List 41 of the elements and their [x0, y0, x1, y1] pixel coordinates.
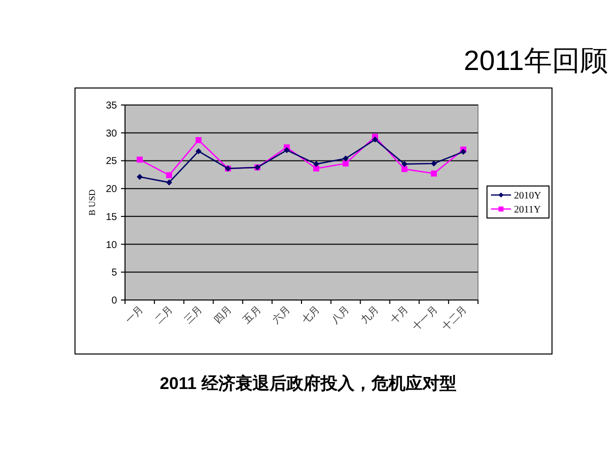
point — [196, 137, 202, 144]
point — [401, 166, 408, 172]
y-tick-label: 35 — [106, 100, 118, 112]
point — [196, 148, 202, 154]
x-tick-label: 四月 — [212, 304, 234, 326]
y-axis-title: B USD — [87, 188, 97, 216]
point — [284, 147, 290, 154]
legend-label: 2011Y — [514, 204, 541, 216]
x-tick-label: 五月 — [242, 304, 264, 326]
point — [342, 160, 349, 166]
x-tick-label: 十二月 — [440, 304, 470, 334]
legend-label: 2010Y — [514, 190, 542, 202]
point — [430, 160, 437, 166]
x-tick-label: 十月 — [388, 304, 411, 326]
x-tick-label: 十一月 — [410, 304, 440, 334]
x-tick-label: 一月 — [124, 304, 146, 326]
point — [401, 161, 408, 168]
y-tick-label: 30 — [106, 128, 118, 140]
point — [372, 136, 378, 143]
text: 2011 经济衰退后政府投入，危机应对型 — [160, 374, 456, 393]
point — [430, 170, 437, 177]
x-tick-label: 六月 — [270, 304, 293, 326]
y-tick-label: 15 — [106, 212, 118, 223]
y-tick-label: 10 — [106, 240, 118, 251]
point — [136, 156, 143, 163]
x-tick-label: 七月 — [300, 304, 322, 326]
y-tick-label: 0 — [111, 296, 118, 306]
x-tick-label: 三月 — [182, 304, 205, 326]
point — [342, 155, 349, 162]
y-tick-label: 20 — [106, 184, 118, 196]
x-tick-label: 九月 — [358, 304, 382, 326]
point — [313, 166, 320, 172]
point — [136, 174, 143, 180]
text: 2011年回顾 — [464, 45, 608, 76]
x-tick-label: 二月 — [153, 304, 176, 326]
y-tick-label: 25 — [106, 156, 118, 168]
point — [313, 161, 320, 168]
point — [166, 172, 172, 178]
point — [166, 179, 172, 186]
x-tick-label: 八月 — [330, 304, 352, 326]
y-tick-label: 5 — [111, 268, 118, 279]
